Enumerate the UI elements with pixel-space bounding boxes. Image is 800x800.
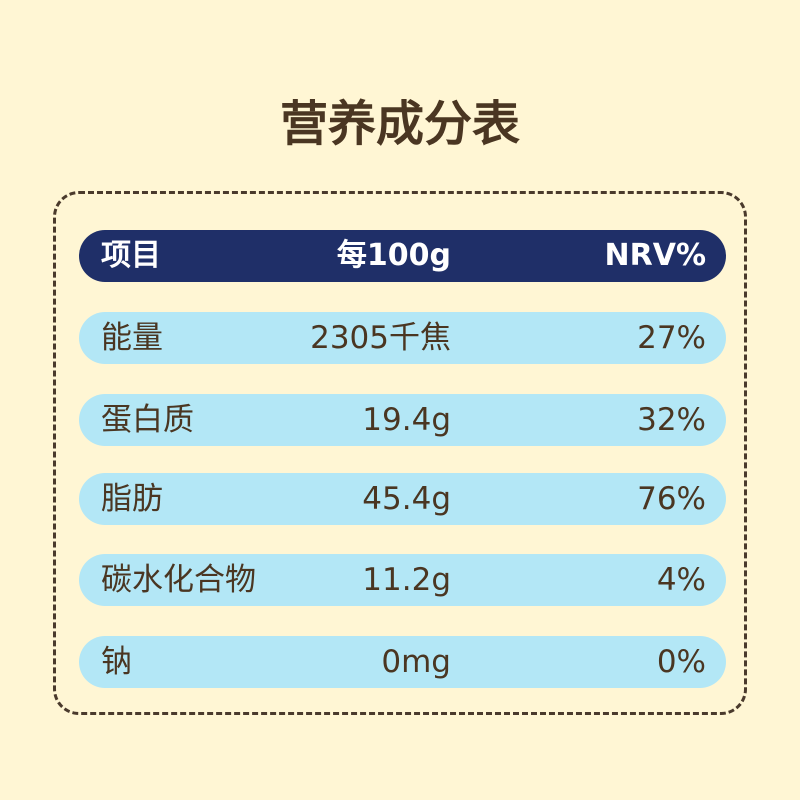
row-name: 能量 <box>101 320 163 356</box>
row-nrv: 27% <box>637 320 706 356</box>
header-per100g: 每100g <box>336 238 451 273</box>
row-nrv: 76% <box>637 481 706 517</box>
row-amount: 0mg <box>381 644 451 680</box>
row-name: 脂肪 <box>101 481 163 517</box>
row-name: 钠 <box>101 644 132 680</box>
row-amount: 45.4g <box>362 481 451 517</box>
row-nrv: 4% <box>656 562 706 598</box>
row-amount: 19.4g <box>362 402 451 438</box>
nutrition-table-frame <box>53 191 747 715</box>
table-row-carbohydrate: 碳水化合物 11.2g 4% <box>79 554 726 606</box>
table-row-sodium: 钠 0mg 0% <box>79 636 726 688</box>
table-row-energy: 能量 2305千焦 27% <box>79 312 726 364</box>
table-row-fat: 脂肪 45.4g 76% <box>79 473 726 525</box>
row-amount: 2305千焦 <box>310 320 451 356</box>
header-nrv: NRV% <box>604 238 706 273</box>
row-nrv: 32% <box>637 402 706 438</box>
table-header: 项目 每100g NRV% <box>79 230 726 282</box>
table-row-protein: 蛋白质 19.4g 32% <box>79 394 726 446</box>
page-title: 营养成分表 <box>279 96 520 152</box>
row-amount: 11.2g <box>362 562 451 598</box>
row-nrv: 0% <box>656 644 706 680</box>
row-name: 碳水化合物 <box>101 562 256 598</box>
header-item: 项目 <box>101 238 161 273</box>
row-name: 蛋白质 <box>101 402 194 438</box>
